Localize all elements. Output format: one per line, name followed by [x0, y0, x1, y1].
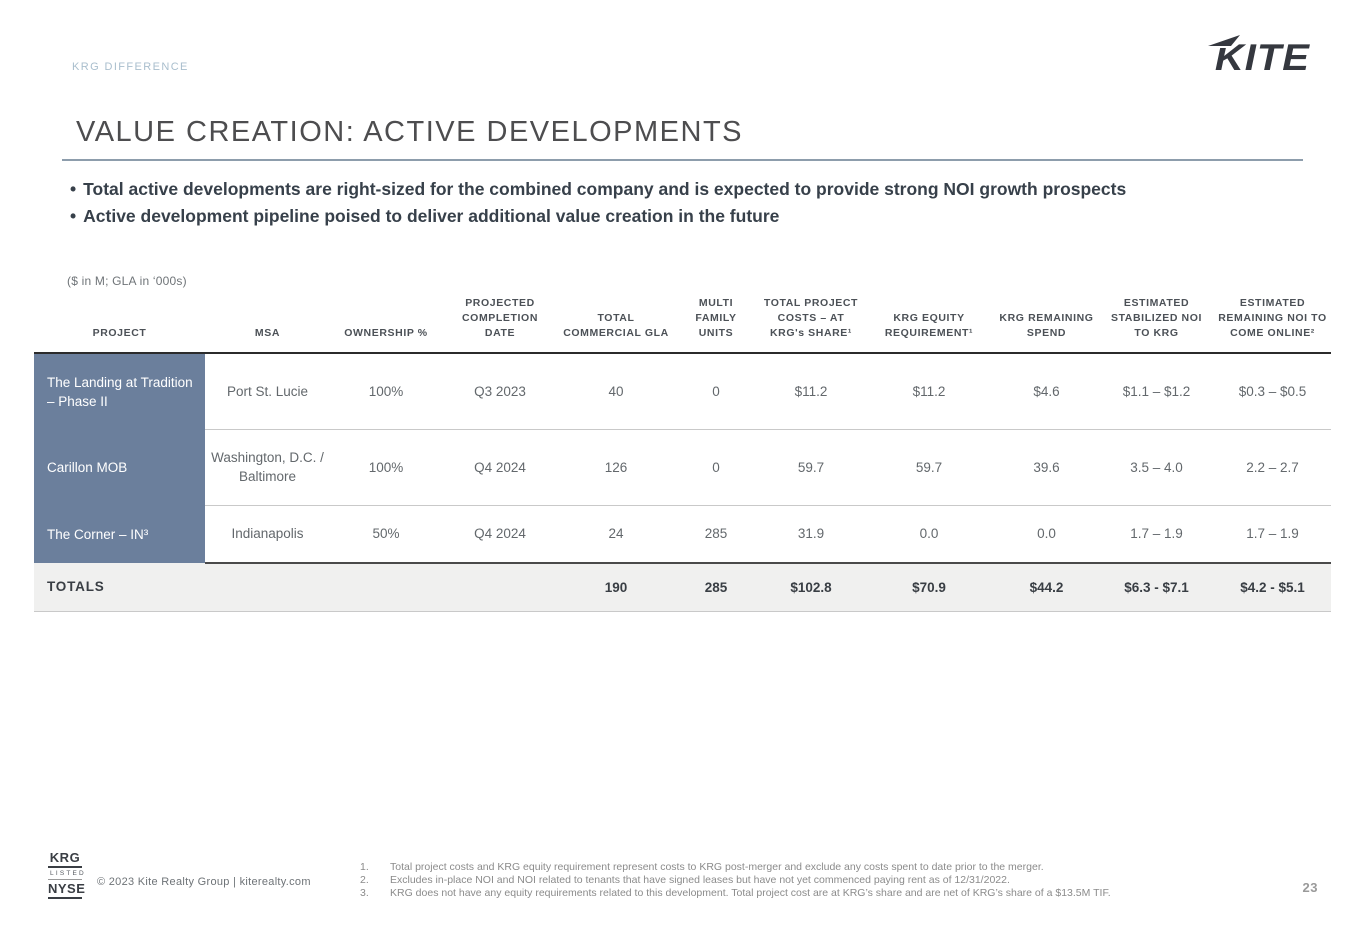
table-cell: 100% [330, 429, 442, 506]
table-cell: 24 [558, 505, 674, 564]
table-cell: 2.2 – 2.7 [1214, 429, 1331, 506]
footnote-list: 1. Total project costs and KRG equity req… [360, 861, 1150, 899]
copyright-text: © 2023 Kite Realty Group | kiterealty.co… [97, 876, 311, 888]
footnote-text: Total project costs and KRG equity requi… [390, 861, 1044, 873]
footnote-text: KRG does not have any equity requirement… [390, 886, 1111, 899]
footnote-text: Excludes in-place NOI and NOI related to… [390, 873, 1010, 886]
table-cell: 31.9 [758, 505, 864, 564]
column-header: PROJECT [34, 296, 205, 354]
header-row: PROJECT MSA OWNERSHIP % PROJECTED COMPLETIO… [34, 296, 1331, 354]
table-cell: 40 [558, 353, 674, 430]
totals-label: TOTALS [34, 563, 205, 612]
footnote-item: 3. KRG does not have any equity requireme… [360, 887, 1150, 900]
ticker-label: KRG [48, 850, 82, 868]
table-cell: 1.7 – 1.9 [1214, 505, 1331, 564]
table-cell: 0 [674, 353, 758, 430]
table-cell: 1.7 – 1.9 [1099, 505, 1214, 564]
project-name-cell: Carillon MOB [34, 429, 205, 505]
table-row: The Landing at Tradition – Phase II Port … [34, 353, 1331, 430]
bullet-list: • Total active developments are right-siz… [70, 176, 1320, 230]
table-cell: 59.7 [758, 429, 864, 506]
column-header: PROJECTED COMPLETION DATE [442, 296, 558, 354]
table-cell: 39.6 [994, 429, 1099, 506]
bullet-item: • Total active developments are right-siz… [70, 176, 1320, 203]
table-cell: 59.7 [864, 429, 994, 506]
table-header-row: PROJECT MSA OWNERSHIP % PROJECTED COMPLETIO… [34, 296, 1331, 354]
column-header: MSA [205, 296, 330, 354]
table-cell: 0.0 [864, 505, 994, 564]
project-name-cell: The Landing at Tradition – Phase II [34, 353, 205, 429]
bullet-dot: • [70, 206, 77, 226]
totals-cell: $70.9 [864, 562, 994, 612]
footnote-number: 2. [360, 873, 369, 886]
totals-cell [330, 562, 442, 612]
totals-row: TOTALS 190 285 $102.8 $70.9 $44.2 $6.3 - $7.1 $… [34, 562, 1331, 612]
footnote-number: 3. [360, 886, 369, 899]
table-cell: Q3 2023 [442, 353, 558, 430]
totals-cell: 285 [674, 562, 758, 612]
table-cell: Port St. Lucie [205, 353, 330, 430]
column-header: OWNERSHIP % [330, 296, 442, 354]
table-cell: $0.3 – $0.5 [1214, 353, 1331, 430]
footnote-item: 1. Total project costs and KRG equity req… [360, 861, 1150, 874]
table-cell: 3.5 – 4.0 [1099, 429, 1214, 506]
table-row: The Corner – IN³ Indianapolis 50% Q4 2024 24… [34, 505, 1331, 564]
section-eyebrow: KRG DIFFERENCE [72, 61, 189, 73]
table-body: The Landing at Tradition – Phase II Port … [34, 353, 1331, 612]
totals-cell [205, 562, 330, 612]
column-header: TOTAL COMMERCIAL GLA [558, 296, 674, 354]
totals-cell: $4.2 - $5.1 [1214, 562, 1331, 612]
project-name-cell: The Corner – IN³ [34, 505, 205, 563]
footnote-number: 1. [360, 861, 369, 873]
nyse-listing-badge: KRG LISTED NYSE [48, 850, 85, 899]
table-cell: Q4 2024 [442, 429, 558, 506]
bullet-text: Total active developments are right-size… [83, 179, 1127, 199]
column-header: KRG EQUITY REQUIREMENT¹ [864, 296, 994, 354]
page-title: VALUE CREATION: ACTIVE DEVELOPMENTS [76, 116, 744, 148]
column-header: MULTI FAMILY UNITS [674, 296, 758, 354]
table-cell: 0 [674, 429, 758, 506]
table-cell: Indianapolis [205, 505, 330, 564]
table-cell: $1.1 – $1.2 [1099, 353, 1214, 430]
table-cell: 50% [330, 505, 442, 564]
title-divider [62, 159, 1303, 161]
table-row: Carillon MOB Washington, D.C. / Baltimore… [34, 429, 1331, 506]
table-units-note: ($ in M; GLA in ‘000s) [67, 274, 187, 288]
column-header: TOTAL PROJECT COSTS – AT KRG's SHARE¹ [758, 296, 864, 354]
table-cell: 285 [674, 505, 758, 564]
bullet-dot: • [70, 179, 77, 199]
table-cell: Washington, D.C. / Baltimore [205, 429, 330, 506]
table-cell: $4.6 [994, 353, 1099, 430]
bullet-item: • Active development pipeline poised to d… [70, 203, 1320, 230]
totals-cell: $44.2 [994, 562, 1099, 612]
active-developments-table: PROJECT MSA OWNERSHIP % PROJECTED COMPLETIO… [34, 296, 1331, 612]
page-number: 23 [1302, 880, 1318, 895]
totals-cell: $6.3 - $7.1 [1099, 562, 1214, 612]
table-cell: Q4 2024 [442, 505, 558, 564]
table-cell: 0.0 [994, 505, 1099, 564]
table-cell: 126 [558, 429, 674, 506]
column-header: KRG REMAINING SPEND [994, 296, 1099, 354]
table-cell: 100% [330, 353, 442, 430]
kite-logo: KITE [1140, 34, 1310, 80]
table-cell: $11.2 [758, 353, 864, 430]
exchange-label: NYSE [48, 880, 85, 899]
kite-flag-icon [1204, 34, 1242, 48]
bullet-text: Active development pipeline poised to de… [83, 206, 780, 226]
column-header: ESTIMATED REMAINING NOI TO COME ONLINE² [1214, 296, 1331, 354]
totals-cell [442, 562, 558, 612]
column-header: ESTIMATED STABILIZED NOI TO KRG [1099, 296, 1214, 354]
totals-cell: $102.8 [758, 562, 864, 612]
footnote-item: 2. Excludes in-place NOI and NOI related … [360, 874, 1150, 887]
totals-cell: 190 [558, 562, 674, 612]
table-cell: $11.2 [864, 353, 994, 430]
listed-label: LISTED [48, 868, 84, 880]
